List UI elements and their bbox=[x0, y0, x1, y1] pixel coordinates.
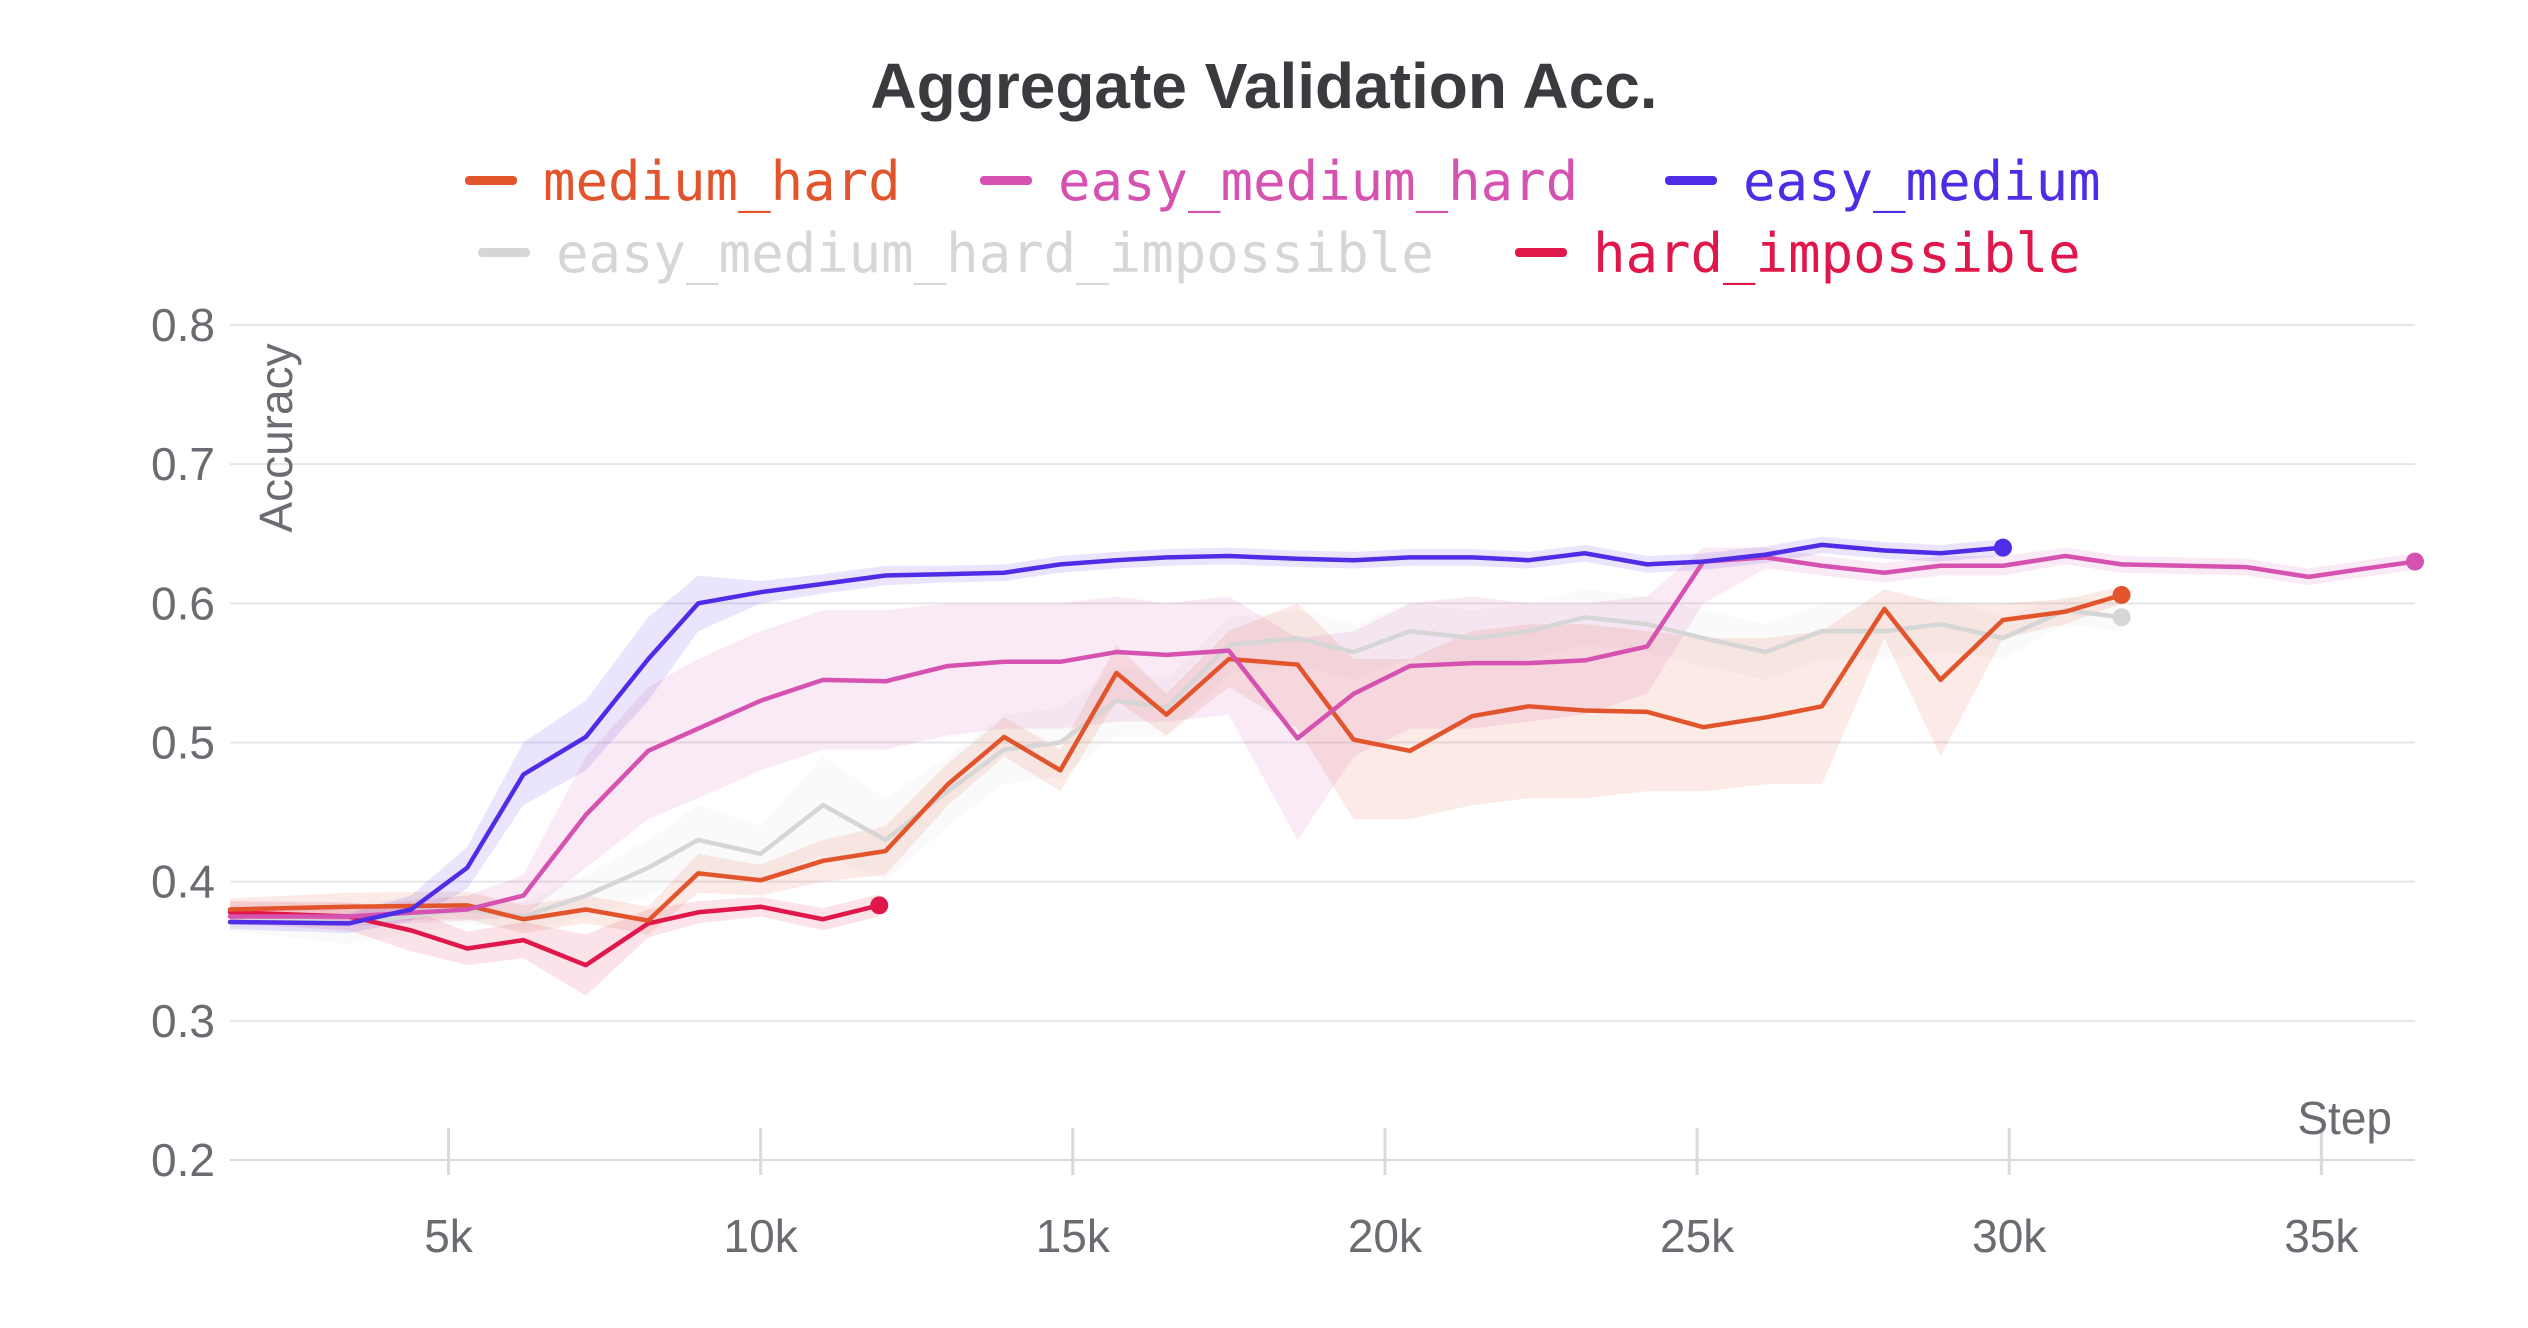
gridlines bbox=[230, 324, 2415, 1161]
series-line-hard-impossible bbox=[227, 903, 882, 968]
x-tick-label: 15k bbox=[1036, 1210, 1111, 1262]
series-endpoints bbox=[870, 538, 2424, 915]
x-tick-label: 10k bbox=[724, 1210, 799, 1262]
legend-swatch bbox=[1515, 248, 1567, 257]
legend-label: easy_medium_hard bbox=[1058, 150, 1578, 213]
endpoint-medium-hard bbox=[2112, 585, 2131, 604]
y-axis: 0.2 0.3 0.4 0.5 0.6 0.7 0.8 bbox=[151, 299, 215, 1186]
x-axis-label: Step bbox=[2297, 1092, 2392, 1144]
legend-item-easy-medium-hard-impossible[interactable]: easy_medium_hard_impossible bbox=[478, 222, 1434, 285]
legend-swatch bbox=[465, 176, 517, 185]
x-tick-label: 35k bbox=[2284, 1210, 2359, 1262]
series-line-easy-medium-hard bbox=[227, 553, 2418, 919]
y-tick-label: 0.3 bbox=[151, 995, 215, 1047]
endpoint-easy-medium-hard bbox=[2406, 552, 2424, 571]
y-axis-label: Accuracy bbox=[250, 343, 302, 532]
chart-title: Aggregate Validation Acc. bbox=[870, 50, 1657, 122]
endpoint-easy-medium-hard-impossible bbox=[2112, 608, 2131, 627]
y-tick-label: 0.5 bbox=[151, 717, 215, 769]
legend-label: easy_medium_hard_impossible bbox=[556, 222, 1434, 285]
legend-label: hard_impossible bbox=[1593, 222, 2081, 285]
x-axis: 5k 10k 15k 20k 25k 30k 35k bbox=[230, 1128, 2415, 1262]
x-tick-label: 20k bbox=[1348, 1210, 1423, 1262]
y-tick-label: 0.2 bbox=[151, 1134, 215, 1186]
x-tick-label: 30k bbox=[1972, 1210, 2047, 1262]
legend-swatch bbox=[1665, 176, 1717, 185]
y-tick-label: 0.6 bbox=[151, 577, 215, 629]
legend-label: medium_hard bbox=[543, 150, 901, 213]
legend-swatch bbox=[478, 248, 530, 257]
band-easy-medium-hard bbox=[230, 547, 2415, 927]
x-tick-label: 5k bbox=[424, 1210, 474, 1262]
series-line-easy-medium bbox=[227, 542, 2006, 926]
legend: medium_hard easy_medium_hard easy_mediumea… bbox=[465, 150, 2101, 285]
legend-item-easy-medium[interactable]: easy_medium bbox=[1665, 150, 2101, 213]
y-tick-label: 0.8 bbox=[151, 299, 215, 351]
series-line-medium-hard bbox=[227, 592, 2124, 923]
y-tick-label: 0.7 bbox=[151, 438, 215, 490]
legend-label: easy_medium bbox=[1743, 150, 2101, 213]
endpoint-easy-medium bbox=[1993, 538, 2012, 557]
band-medium-hard bbox=[230, 586, 2122, 935]
legend-item-easy-medium-hard[interactable]: easy_medium_hard bbox=[980, 150, 1578, 213]
band-easy-medium bbox=[230, 536, 2003, 934]
legend-item-hard-impossible[interactable]: hard_impossible bbox=[1515, 222, 2081, 285]
series-lines bbox=[227, 542, 2418, 968]
endpoint-hard-impossible bbox=[870, 896, 889, 915]
band-easy-medium-hard-impossible bbox=[230, 589, 2122, 945]
series-line-easy-medium-hard-impossible bbox=[227, 608, 2124, 926]
x-tick-label: 25k bbox=[1660, 1210, 1735, 1262]
legend-swatch bbox=[980, 176, 1032, 185]
y-tick-label: 0.4 bbox=[151, 856, 215, 908]
legend-item-medium-hard[interactable]: medium_hard bbox=[465, 150, 901, 213]
